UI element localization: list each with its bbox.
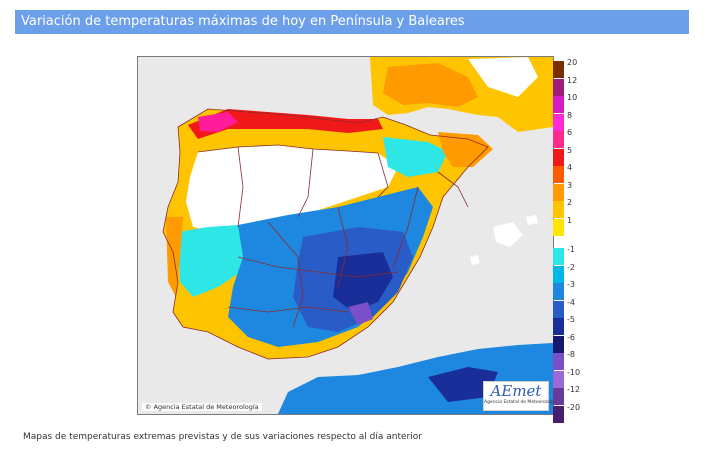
map-copyright: © Agencia Estatal de Meteorología [142, 403, 262, 411]
north-coast-magenta-spot [198, 112, 238, 132]
legend-label: 20 [567, 58, 578, 67]
legend-label: -5 [567, 315, 575, 324]
aemet-logo: AEmet Agencia Estatal de Meteorología [483, 381, 554, 411]
legend-label: -8 [567, 350, 575, 359]
legend-swatch [553, 353, 564, 370]
legend-swatch [553, 318, 564, 335]
mallorca [493, 222, 523, 247]
map-svg [138, 57, 553, 414]
legend-swatch [553, 166, 564, 183]
west-coast-orange [166, 217, 183, 297]
legend-swatch [553, 283, 564, 300]
legend-swatch [553, 370, 564, 388]
color-legend: 20 12 10 8 6 5 4 3 2 1 -1 -2 -3 -4 -5 -6 -8 -10 -12 -20 [553, 58, 593, 423]
legend-swatch [553, 183, 564, 201]
france-hotspot [383, 63, 478, 107]
regional-borders [162, 108, 489, 360]
legend-swatch [553, 96, 564, 113]
france-neutral [468, 57, 538, 97]
ebro-cyan-zone [383, 137, 448, 177]
legend-label: 6 [567, 128, 573, 137]
iberia-neutral-zone [186, 145, 398, 232]
legend-label: -12 [567, 385, 581, 394]
legend-label: 5 [567, 145, 573, 155]
legend-swatch [553, 201, 564, 218]
north-africa-dark [428, 367, 498, 402]
legend-label: -6 [567, 332, 575, 342]
legend-label: -3 [567, 280, 575, 289]
legend-label: 1 [567, 215, 573, 225]
map-caption: Mapas de temperaturas extremas previstas… [23, 432, 422, 442]
legend-swatch [553, 78, 564, 96]
legend-swatch [553, 335, 564, 353]
legend-label: 3 [567, 180, 573, 190]
legend-label: 12 [567, 75, 578, 85]
core-darkest-zone [333, 252, 393, 312]
ibiza [470, 255, 480, 265]
legend-label: -20 [567, 402, 581, 412]
north-coast-red-band [188, 109, 383, 139]
legend-swatch [553, 61, 564, 78]
aemet-logo-text: AEmet [490, 382, 542, 400]
legend-swatch [553, 265, 564, 283]
legend-label: -4 [567, 297, 575, 307]
legend-swatch [553, 131, 564, 148]
catalonia-orange-zone [438, 132, 493, 167]
legend-swatch [553, 248, 564, 265]
legend-label: 4 [567, 163, 573, 172]
legend-swatch [553, 405, 564, 423]
aemet-logo-subtext: Agencia Estatal de Meteorología [484, 400, 554, 405]
legend-swatch [553, 388, 564, 405]
temperature-variation-map[interactable]: © Agencia Estatal de Meteorología AEmet … [137, 56, 554, 415]
legend-swatch [553, 218, 564, 236]
legend-swatch [553, 300, 564, 318]
legend-label: 8 [567, 110, 573, 120]
legend-swatch [553, 113, 564, 131]
legend-label: 10 [567, 93, 578, 102]
legend-label: 2 [567, 198, 573, 207]
legend-swatch [553, 148, 564, 166]
menorca [526, 215, 538, 225]
legend-label: -10 [567, 367, 581, 377]
page-title: Variación de temperaturas máximas de hoy… [15, 10, 689, 34]
murcia-purple-zone [348, 302, 373, 325]
legend-label: -1 [567, 245, 575, 254]
legend-label: -2 [567, 262, 575, 272]
